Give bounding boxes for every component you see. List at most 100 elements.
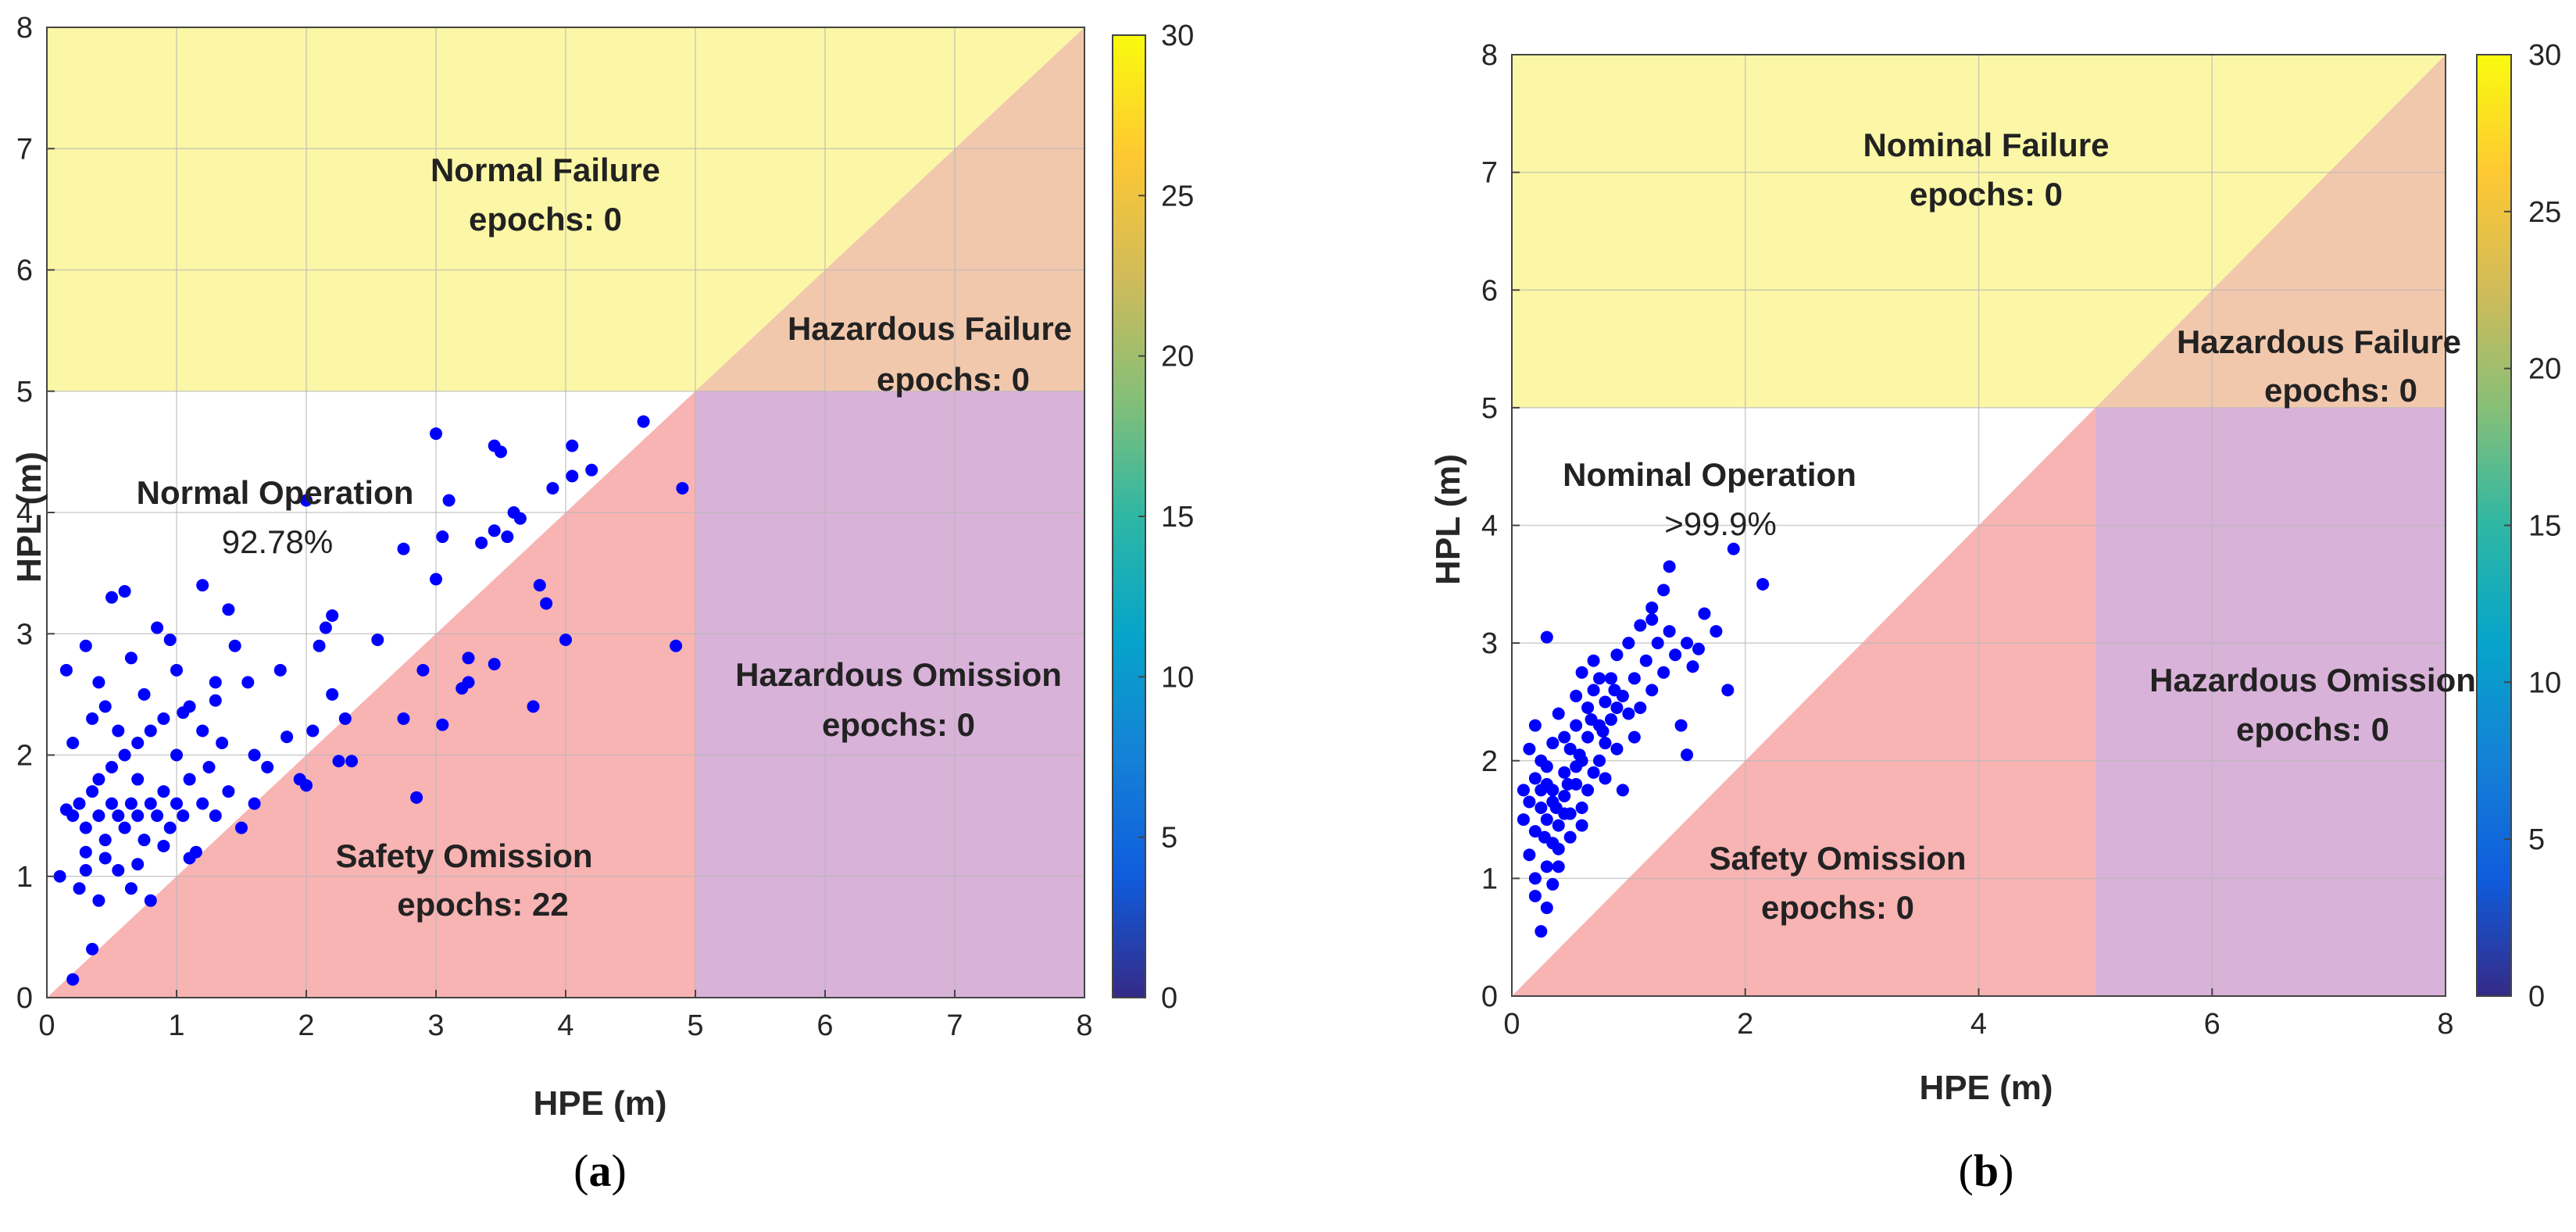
data-point <box>1558 730 1571 744</box>
data-point <box>1681 748 1694 762</box>
hazardous-omission-region <box>695 391 1084 998</box>
caption-b: (b) <box>1958 1145 2014 1196</box>
data-point <box>1686 660 1699 673</box>
data-point <box>345 755 359 768</box>
y-tick-label: 5 <box>16 376 33 409</box>
y-tick-label: 1 <box>1481 862 1498 895</box>
x-tick-label: 0 <box>1503 1008 1520 1041</box>
data-point <box>196 724 209 737</box>
data-point <box>1639 654 1652 667</box>
caption-a: (a) <box>573 1145 627 1196</box>
colorbar-tick-label: 20 <box>2528 353 2561 386</box>
x-tick-label: 5 <box>687 1009 703 1042</box>
data-point <box>1657 584 1670 597</box>
data-point <box>131 736 145 749</box>
data-point <box>131 809 145 823</box>
data-point <box>131 773 145 786</box>
data-point <box>1604 672 1617 685</box>
data-point <box>73 882 86 895</box>
data-point <box>98 700 112 713</box>
data-point <box>1570 689 1583 702</box>
data-point <box>1517 813 1530 827</box>
data-point <box>118 584 131 598</box>
data-point <box>216 736 229 749</box>
data-point <box>488 439 501 452</box>
data-point <box>1558 766 1571 779</box>
failure-region-title: Nominal Failure <box>1863 127 2109 163</box>
safety-omission-region <box>47 391 695 998</box>
data-point <box>151 621 164 634</box>
data-point <box>436 718 449 731</box>
data-point <box>1523 795 1536 809</box>
data-point <box>1587 766 1600 779</box>
data-point <box>1546 784 1560 797</box>
data-point <box>416 663 430 677</box>
data-point <box>170 748 183 762</box>
x-axis-label: HPE (m) <box>533 1084 666 1123</box>
data-point <box>248 748 261 762</box>
data-point <box>1663 560 1676 573</box>
data-point <box>1573 748 1586 762</box>
data-point <box>1622 637 1635 650</box>
x-tick-label: 4 <box>557 1009 573 1042</box>
data-point <box>488 524 501 537</box>
data-point <box>1540 630 1553 644</box>
data-point <box>397 712 410 725</box>
data-point <box>1692 642 1705 655</box>
data-point <box>1552 707 1565 720</box>
data-point <box>1581 701 1595 714</box>
data-point <box>501 530 514 544</box>
failure-region-epochs: epochs: 0 <box>469 201 622 237</box>
colorbar-tick-label: 25 <box>2528 196 2561 229</box>
y-tick-label: 2 <box>1481 745 1498 778</box>
data-point <box>248 797 261 810</box>
x-tick-label: 3 <box>427 1009 444 1042</box>
data-point <box>338 712 352 725</box>
data-point <box>1657 666 1670 679</box>
data-point <box>124 882 138 895</box>
data-point <box>1549 802 1563 814</box>
x-tick-label: 8 <box>2437 1008 2453 1041</box>
data-point <box>546 481 559 495</box>
hazardous-omission-title: Hazardous Omission <box>2149 662 2476 698</box>
data-point <box>144 724 157 737</box>
x-tick-label: 0 <box>38 1009 55 1042</box>
caption-letter: a <box>588 1145 612 1196</box>
data-point <box>1651 637 1664 650</box>
hazardous-failure-title: Hazardous Failure <box>2177 323 2461 360</box>
data-point <box>124 797 138 810</box>
operation-region-value: 92.78% <box>222 523 333 560</box>
data-point <box>112 809 125 823</box>
data-point <box>585 463 598 477</box>
data-point <box>1528 889 1542 902</box>
colorbar-tick-label: 20 <box>1161 341 1194 373</box>
operation-region-title: Normal Operation <box>137 474 414 511</box>
colorbar-tick-label: 0 <box>2528 980 2545 1013</box>
data-point <box>241 676 255 689</box>
data-point <box>1616 784 1629 797</box>
y-tick-label: 7 <box>16 133 33 166</box>
data-point <box>261 761 274 774</box>
data-point <box>157 785 170 798</box>
data-point <box>1634 619 1647 632</box>
x-axis-label: HPE (m) <box>1919 1069 2053 1107</box>
hazardous-omission-region <box>2095 407 2446 996</box>
hazardous-omission-epochs: epochs: 0 <box>822 706 975 743</box>
data-point <box>313 639 326 652</box>
data-point <box>1561 777 1574 791</box>
data-point <box>273 663 287 677</box>
data-point <box>1645 613 1659 626</box>
safety-omission-title: Safety Omission <box>335 837 592 874</box>
data-point <box>326 687 339 701</box>
data-point <box>430 427 442 441</box>
data-point <box>436 530 449 544</box>
data-point <box>144 797 157 810</box>
data-point <box>1540 760 1553 773</box>
data-point <box>1698 607 1711 620</box>
y-tick-label: 8 <box>1481 39 1498 72</box>
failure-region-epochs: epochs: 0 <box>1910 176 2063 212</box>
colorbar-tick-label: 5 <box>2528 823 2545 856</box>
data-point <box>138 834 151 847</box>
data-point <box>73 797 86 810</box>
data-point <box>92 809 105 823</box>
